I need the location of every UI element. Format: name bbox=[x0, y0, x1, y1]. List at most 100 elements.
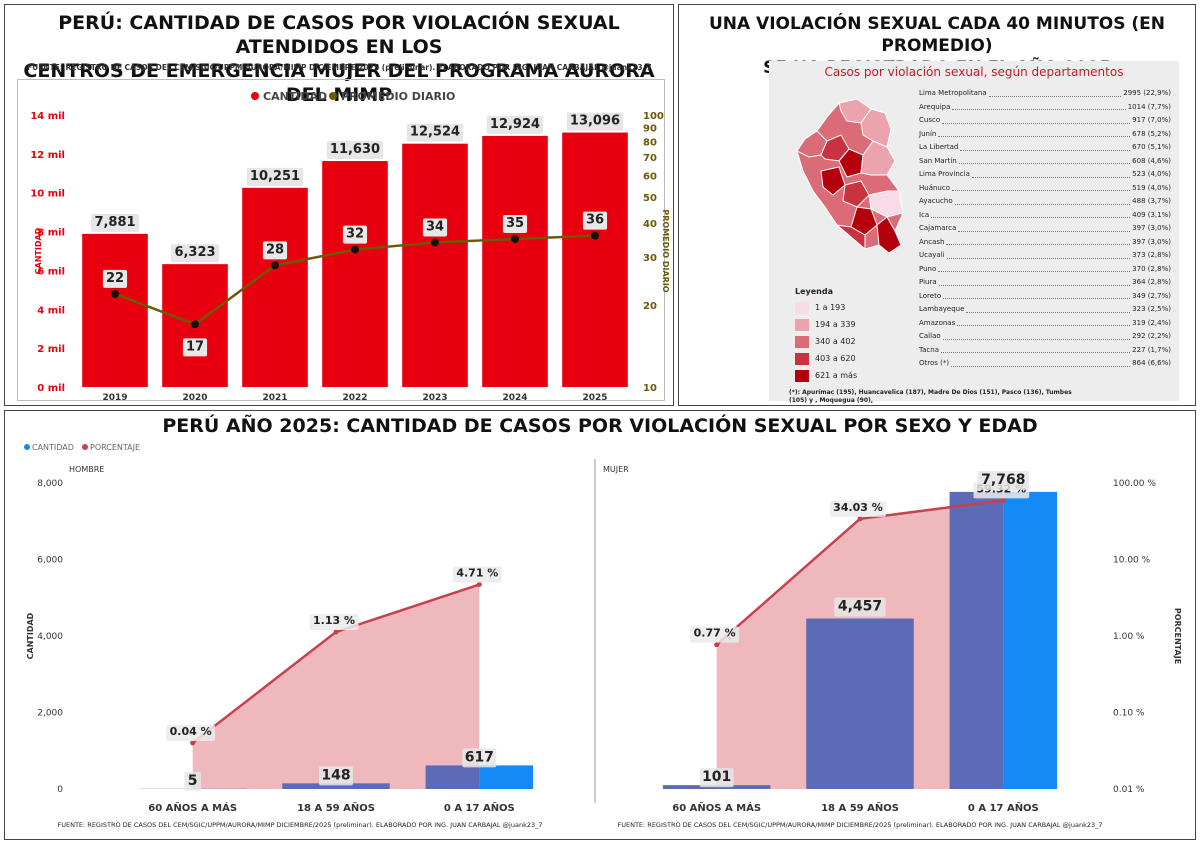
promedio-point bbox=[591, 231, 599, 240]
hombre-bar-left bbox=[425, 765, 480, 789]
y2-tick-label: 50 bbox=[643, 193, 657, 204]
bar-value-label-bg bbox=[406, 123, 464, 142]
mujer-source: FUENTE: REGISTRO DE CASOS DEL CEM/SGIC/U… bbox=[618, 821, 1103, 829]
department-leader bbox=[938, 263, 1131, 272]
x-tick-label: 2025 bbox=[582, 393, 607, 403]
department-map-panel: UNA VIOLACIÓN SEXUAL CADA 40 MINUTOS (EN… bbox=[678, 4, 1196, 406]
department-row: Ica 409 (3,1%) bbox=[919, 209, 1171, 223]
department-leader bbox=[971, 168, 1131, 178]
promedio-value-label: 17 bbox=[186, 339, 204, 354]
legend-swatch bbox=[795, 352, 809, 365]
department-value: 409 (3,1%) bbox=[1132, 210, 1171, 219]
mujer-bar-left bbox=[662, 785, 717, 789]
legend-promedio-marker bbox=[329, 92, 337, 100]
y2-tick-label: 60 bbox=[643, 171, 657, 182]
mujer-panel-label: MUJER bbox=[603, 465, 629, 474]
hombre-bar-value-label-bg bbox=[184, 771, 202, 791]
mujer-pct-label-bg bbox=[690, 626, 740, 643]
x-tick-label: 18 A 59 AÑOS bbox=[821, 801, 899, 814]
mujer-bar-value-label-bg bbox=[834, 597, 886, 617]
department-leader bbox=[943, 290, 1131, 299]
hombre-pct-label-bg bbox=[309, 613, 359, 630]
legend-cantidad-marker bbox=[251, 92, 259, 100]
department-leader bbox=[952, 101, 1126, 110]
department-value: 678 (5,2%) bbox=[1132, 129, 1171, 138]
legend-row: 621 a más bbox=[795, 367, 857, 384]
panel1-title-line1: PERÚ: CANTIDAD DE CASOS POR VIOLACIÓN SE… bbox=[58, 12, 620, 58]
department-value: 370 (2,8%) bbox=[1132, 264, 1171, 273]
department-name: Ancash bbox=[919, 237, 945, 246]
legend-cantidad: CANTIDAD bbox=[263, 90, 327, 103]
bar-value-label: 6,323 bbox=[174, 245, 215, 260]
y-tick-label: 4,000 bbox=[37, 632, 63, 642]
department-name: Loreto bbox=[919, 291, 942, 300]
bar-value-label: 11,630 bbox=[330, 142, 380, 157]
bar-value-label-bg bbox=[326, 141, 384, 160]
hombre-pct-point bbox=[333, 629, 339, 635]
promedio-value-label-bg bbox=[102, 269, 128, 288]
department-leader bbox=[946, 249, 1131, 259]
mujer-bar-value-label: 7,768 bbox=[981, 472, 1025, 488]
department-row: Loreto 349 (2,7%) bbox=[919, 290, 1171, 304]
department-row: Cajamarca 397 (3,0%) bbox=[919, 222, 1171, 236]
department-leader bbox=[960, 141, 1131, 151]
department-name: Tacna bbox=[919, 345, 939, 354]
department-leader bbox=[938, 128, 1131, 137]
mujer-bar-left bbox=[949, 491, 1004, 789]
hombre-pct-label-bg bbox=[452, 566, 502, 583]
promedio-value-label: 22 bbox=[106, 271, 124, 286]
promedio-value-label-bg bbox=[262, 241, 288, 260]
department-value: 397 (3,0%) bbox=[1132, 237, 1171, 246]
department-name: Huánuco bbox=[919, 183, 950, 192]
bar-value-label: 12,524 bbox=[410, 125, 460, 140]
department-name: Junín bbox=[919, 129, 937, 138]
department-row: Puno 370 (2,8%) bbox=[919, 263, 1171, 277]
hombre-bar-value-label: 617 bbox=[465, 749, 494, 765]
department-value: 292 (2,2%) bbox=[1132, 332, 1171, 340]
department-row: Ayacucho 488 (3,7%) bbox=[919, 195, 1171, 209]
promedio-point bbox=[431, 238, 439, 247]
y-tick-label: 4 mil bbox=[37, 305, 65, 316]
y2-axis-label: PROMEDIO DIARIO bbox=[661, 209, 670, 292]
x-tick-label: 60 AÑOS A MÁS bbox=[148, 801, 237, 814]
department-leader bbox=[957, 317, 1131, 326]
department-value: 864 (6,6%) bbox=[1132, 359, 1171, 367]
department-value: 319 (2,4%) bbox=[1132, 318, 1171, 327]
mujer-pct-label: 34.03 % bbox=[833, 501, 883, 514]
map-footnote-line1: (*): Apurímac (195), Huancavelica (187),… bbox=[789, 389, 1072, 396]
promedio-value-label: 36 bbox=[586, 213, 604, 228]
y-tick-label: 6,000 bbox=[37, 556, 63, 566]
department-name: San Martín bbox=[919, 156, 957, 165]
legend-label: 403 a 620 bbox=[815, 354, 856, 363]
department-name: Cajamarca bbox=[919, 224, 957, 232]
department-leader bbox=[931, 209, 1131, 218]
hombre-pct-point bbox=[476, 582, 482, 588]
mujer-pct-point bbox=[1000, 497, 1006, 503]
promedio-value-label: 35 bbox=[506, 216, 524, 231]
promedio-value-label: 34 bbox=[426, 219, 444, 234]
department-name: Arequipa bbox=[919, 102, 951, 111]
mujer-bar-value-label: 4,457 bbox=[838, 599, 882, 615]
hombre-pct-label-bg bbox=[166, 724, 216, 741]
department-leader bbox=[938, 276, 1131, 286]
y2-tick-label: 0.01 % bbox=[1113, 785, 1145, 795]
legend-swatch bbox=[795, 318, 809, 331]
hombre-bar-value-label: 148 bbox=[321, 767, 350, 783]
annual-cases-panel: PERÚ: CANTIDAD DE CASOS POR VIOLACIÓN SE… bbox=[4, 4, 674, 406]
map-card: Casos por violación sexual, según depart… bbox=[769, 61, 1179, 404]
hombre-bar-right bbox=[479, 765, 534, 789]
x-tick-label: 0 A 17 AÑOS bbox=[444, 801, 515, 814]
department-name: Piura bbox=[919, 278, 937, 286]
y2-axis-label: PORCENTAJE bbox=[1173, 608, 1182, 664]
bar-2024 bbox=[482, 135, 548, 387]
bar-value-label-bg bbox=[246, 167, 304, 186]
x-tick-label: 18 A 59 AÑOS bbox=[297, 801, 375, 814]
legend-label: 340 a 402 bbox=[815, 337, 856, 346]
y2-tick-label: 1.00 % bbox=[1113, 632, 1145, 642]
department-leader bbox=[942, 114, 1131, 124]
department-row: Piura 364 (2,8%) bbox=[919, 276, 1171, 290]
x-tick-label: 2021 bbox=[262, 393, 287, 403]
mujer-pct-label: 0.77 % bbox=[694, 627, 736, 640]
promedio-point bbox=[111, 289, 119, 298]
y2-tick-label: 20 bbox=[643, 301, 657, 312]
